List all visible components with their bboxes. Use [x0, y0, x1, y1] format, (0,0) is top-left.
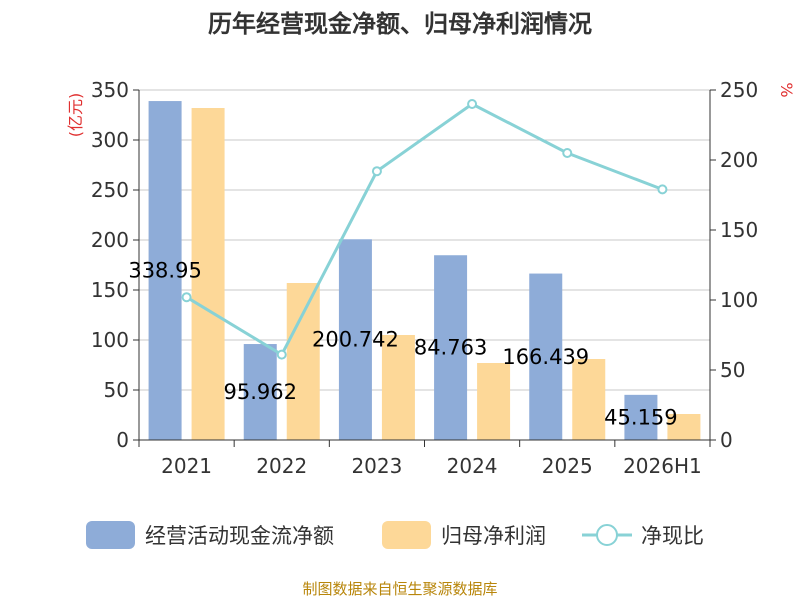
ratio-line-path [185, 102, 663, 357]
y-right-tick-label: 100 [720, 288, 758, 312]
y-right-tick-label: 50 [720, 358, 745, 382]
data-label: 338.95 [128, 259, 201, 283]
data-label: 200.742 [312, 328, 399, 352]
x-tick-label: 2022 [256, 454, 307, 478]
data-label: 166.439 [502, 345, 589, 369]
legend-label-net-profit: 归母净利润 [441, 524, 546, 548]
y-left-tick-label: 300 [91, 128, 129, 152]
data-labels: 338.95 95.962 200.742 84.763 166.439 45.159 [128, 259, 677, 430]
y-left-tick-label: 350 [91, 78, 129, 102]
bar-operating-cash-flow [148, 101, 182, 441]
y-left-tick-label: 250 [91, 178, 129, 202]
y-right-unit: % [777, 82, 796, 97]
y-right-tick-label: 150 [720, 218, 758, 242]
data-label: 84.763 [414, 336, 487, 360]
ratio-point [371, 166, 382, 177]
y-left-tick-label: 200 [91, 228, 129, 252]
legend: 经营活动现金流净额 归母净利润 净现比 [86, 521, 704, 549]
ratio-point [562, 148, 573, 158]
y-left-unit: (亿元) [66, 93, 85, 138]
bar-net-profit [286, 283, 320, 440]
bar-net-profit [572, 359, 606, 440]
bar-operating-cash-flow [529, 273, 563, 440]
y-left-tick-label: 50 [104, 378, 129, 402]
y-right-tick-label: 0 [720, 428, 733, 452]
source-note: 制图数据来自恒生聚源数据库 [302, 580, 497, 598]
bar-operating-cash-flow [624, 394, 658, 440]
data-label: 45.159 [604, 405, 677, 429]
bar-net-profit [191, 108, 225, 440]
legend-swatch-net-profit [382, 521, 431, 549]
y-left-tick-label: 0 [116, 428, 129, 452]
x-tick-label: 2021 [161, 454, 212, 478]
bars [148, 101, 701, 441]
x-tick-label: 2023 [351, 454, 402, 478]
bar-net-profit [667, 414, 701, 440]
y-right-tick-label: 250 [720, 78, 758, 102]
legend-label-ratio: 净现比 [641, 524, 704, 548]
y-left-tick-label: 150 [91, 278, 129, 302]
data-label: 95.962 [224, 380, 297, 404]
axes: 0 50 100 150 200 250 300 350 0 50 100 150 200 250 2021… [91, 78, 758, 478]
ratio-point [276, 349, 287, 360]
bar-net-profit [477, 363, 511, 440]
chart-title: 历年经营现金净额、归母净利润情况 [208, 10, 592, 38]
ratio-point [657, 184, 668, 195]
x-tick-label: 2025 [542, 454, 593, 478]
y-right-tick-label: 200 [720, 148, 758, 172]
legend-swatch-operating-cash-flow [86, 521, 135, 549]
ratio-point [467, 99, 478, 109]
bar-operating-cash-flow [434, 255, 468, 440]
bar-net-profit [381, 335, 415, 440]
x-tick-label: 2026H1 [623, 454, 702, 478]
ratio-line [181, 99, 668, 360]
legend-label-operating-cash-flow: 经营活动现金流净额 [145, 524, 334, 548]
ratio-point [181, 292, 192, 303]
grid-lines [139, 89, 710, 391]
bar-operating-cash-flow [338, 239, 372, 440]
y-left-tick-label: 100 [91, 328, 129, 352]
x-tick-label: 2024 [447, 454, 498, 478]
bar-operating-cash-flow [243, 344, 277, 440]
legend-marker-ratio [596, 524, 618, 546]
